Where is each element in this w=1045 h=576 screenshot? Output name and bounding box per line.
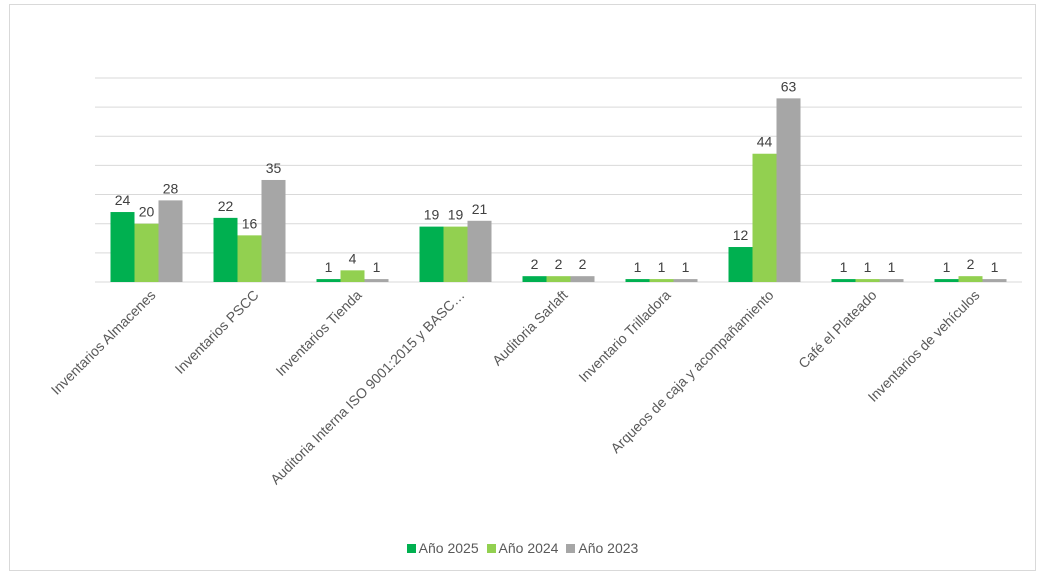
bar-2-5 [673,279,698,282]
legend-label-2023: Año 2023 [578,540,639,556]
bars [110,98,1007,282]
bar-2-6 [776,98,801,282]
bar-1-2 [340,270,365,282]
x-tick-label-6: Arqueos de caja y acompañamiento [607,287,776,456]
bar-1-7 [855,279,880,282]
bar-1-3 [443,226,468,282]
bar-0-5 [625,279,650,282]
bar-1-6 [752,153,777,282]
legend-item-2025: Año 2025 [406,540,479,556]
data-label-2-1: 35 [266,160,282,176]
x-tick-label-8: Inventarios de vehículos [865,287,983,405]
bar-0-2 [316,279,341,282]
data-label-0-7: 1 [840,259,848,275]
data-label-2-8: 1 [991,259,999,275]
data-label-0-1: 22 [218,198,234,214]
bar-0-8 [934,279,959,282]
data-label-0-5: 1 [634,259,642,275]
x-tick-label-3: Auditoria Interna ISO 9001:2015 y BASC… [267,287,468,488]
data-label-1-0: 20 [139,204,155,220]
data-label-1-2: 4 [349,250,357,266]
data-label-1-1: 16 [242,215,258,231]
bar-2-2 [364,279,389,282]
data-label-2-3: 21 [472,201,488,217]
bar-0-1 [213,217,238,282]
bar-2-7 [879,279,904,282]
data-label-0-6: 12 [733,227,749,243]
data-label-0-2: 1 [325,259,333,275]
chart-frame [9,4,1036,571]
data-label-2-5: 1 [682,259,690,275]
data-label-1-8: 2 [967,256,975,272]
data-label-0-0: 24 [115,192,131,208]
data-label-1-4: 2 [555,256,563,272]
data-label-2-4: 2 [579,256,587,272]
data-label-1-3: 19 [448,207,464,223]
x-tick-label-5: Inventario Trilladora [575,287,673,385]
bar-0-3 [419,226,444,282]
bar-1-1 [237,235,262,282]
legend-label-2024: Año 2024 [498,540,559,556]
x-tick-label-4: Auditoria Sarlaft [489,287,571,369]
data-label-2-2: 1 [373,259,381,275]
bar-1-5 [649,279,674,282]
legend-swatch-2024 [486,544,496,553]
x-tick-labels: Inventarios Almacenes Inventarios PSCC Inv… [48,287,983,488]
data-label-1-6: 44 [757,134,773,150]
legend-label-2025: Año 2025 [418,540,479,556]
x-tick-label-2: Inventarios Tienda [272,287,364,379]
bar-1-8 [958,276,983,282]
x-tick-label-0: Inventarios Almacenes [48,287,159,398]
data-label-2-0: 28 [163,180,179,196]
data-label-1-5: 1 [658,259,666,275]
bar-0-0 [110,212,135,282]
bar-2-4 [570,276,595,282]
data-label-2-7: 1 [888,259,896,275]
legend-swatch-2025 [406,544,416,553]
legend: Año 2025 Año 2024 Año 2023 [0,540,1045,556]
data-label-0-3: 19 [424,207,440,223]
bar-1-4 [546,276,571,282]
data-label-2-6: 63 [781,78,797,94]
legend-item-2024: Año 2024 [486,540,559,556]
x-tick-label-7: Café el Plateado [795,287,880,372]
bar-0-7 [831,279,856,282]
data-label-0-8: 1 [943,259,951,275]
legend-swatch-2023 [566,544,576,553]
bar-2-3 [467,220,492,282]
bar-0-6 [728,247,753,282]
bar-0-4 [522,276,547,282]
data-label-0-4: 2 [531,256,539,272]
bar-1-0 [134,223,159,282]
bar-2-1 [261,179,286,282]
bar-2-8 [982,279,1007,282]
legend-item-2023: Año 2023 [566,540,638,556]
data-label-1-7: 1 [864,259,872,275]
bar-2-0 [158,200,183,282]
x-tick-label-1: Inventarios PSCC [172,287,262,377]
